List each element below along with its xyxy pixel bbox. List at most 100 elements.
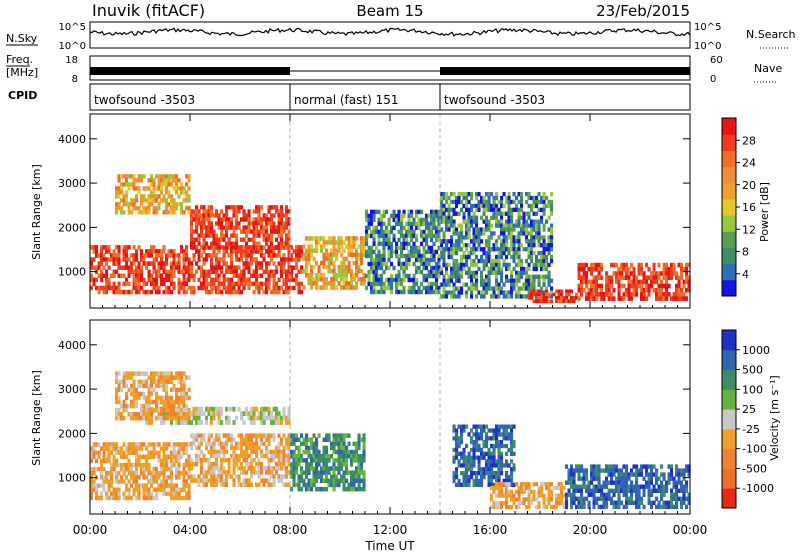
- scatter-cell: [150, 281, 154, 287]
- scatter-cell: [200, 205, 204, 210]
- scatter-cell: [442, 254, 446, 260]
- scatter-cell: [210, 209, 214, 214]
- scatter-cell: [175, 174, 179, 179]
- scatter-cell: [525, 199, 529, 205]
- scatter-cell: [220, 482, 224, 487]
- scatter-cell: [150, 202, 154, 207]
- scatter-cell: [302, 458, 306, 463]
- scatter-cell: [150, 406, 154, 412]
- scatter-cell: [632, 292, 636, 297]
- scatter-cell: [455, 471, 459, 476]
- scatter-cell: [350, 458, 354, 463]
- scatter-cell: [107, 285, 111, 291]
- scatter-cell: [262, 453, 266, 459]
- scatter-cell: [232, 205, 236, 210]
- scatter-cell: [640, 287, 644, 293]
- scatter-cell: [215, 285, 219, 291]
- scatter-cell: [610, 488, 614, 493]
- scatter-cell: [657, 504, 661, 510]
- scatter-cell: [532, 219, 536, 224]
- scatter-cell: [92, 446, 96, 451]
- scatter-cell: [565, 496, 569, 501]
- scatter-cell: [620, 476, 624, 481]
- scatter-cell: [592, 476, 596, 481]
- scatter-cell: [350, 252, 354, 258]
- scatter-cell: [515, 195, 519, 201]
- scatter-cell: [152, 178, 156, 183]
- scatter-cell: [227, 415, 231, 421]
- scatter-cell: [427, 245, 431, 251]
- scatter-cell: [605, 464, 609, 469]
- scatter-cell: [160, 186, 164, 191]
- scatter-cell: [497, 199, 501, 205]
- scatter-cell: [327, 470, 331, 475]
- scatter-cell: [347, 486, 351, 492]
- scatter-cell: [492, 270, 496, 275]
- scatter-cell: [190, 213, 194, 218]
- scatter-cell: [172, 281, 176, 287]
- scatter-cell: [255, 406, 259, 412]
- scatter-cell: [205, 281, 209, 287]
- scatter-cell: [512, 451, 516, 456]
- scatter-cell: [122, 210, 126, 215]
- scatter-cell: [120, 462, 124, 468]
- scatter-cell: [102, 245, 106, 250]
- scatter-cell: [180, 186, 184, 191]
- scatter-cell: [167, 253, 171, 258]
- scatter-cell: [530, 258, 534, 264]
- scatter-cell: [187, 186, 191, 191]
- scatter-cell: [472, 459, 476, 464]
- scatter-cell: [340, 458, 344, 463]
- scatter-cell: [615, 488, 619, 493]
- scatter-cell: [265, 433, 269, 438]
- scatter-cell: [590, 279, 594, 285]
- scatter-cell: [487, 471, 491, 476]
- scatter-cell: [245, 233, 249, 238]
- freq-block: [440, 67, 690, 75]
- scatter-cell: [462, 243, 466, 248]
- scatter-cell: [510, 467, 514, 472]
- scatter-cell: [325, 277, 329, 282]
- scatter-cell: [597, 262, 601, 268]
- scatter-cell: [287, 221, 291, 226]
- scatter-cell: [435, 285, 439, 291]
- scatter-cell: [500, 239, 504, 244]
- scatter-cell: [502, 223, 506, 228]
- scatter-cell: [572, 488, 576, 493]
- scatter-cell: [262, 466, 266, 471]
- scatter-cell: [345, 454, 349, 459]
- scatter-cell: [232, 249, 236, 254]
- scatter-cell: [652, 488, 656, 493]
- scatter-cell: [662, 275, 666, 280]
- scatter-cell: [232, 229, 236, 234]
- scatter-cell: [270, 474, 274, 479]
- scatter-cell: [147, 269, 151, 274]
- scatter-cell: [612, 271, 616, 276]
- scatter-cell: [230, 233, 234, 238]
- scatter-cell: [532, 282, 536, 287]
- scatter-cell: [420, 209, 424, 215]
- scatter-cell: [527, 501, 531, 506]
- scatter-cell: [145, 261, 149, 266]
- scatter-cell: [192, 289, 196, 295]
- scatter-cell: [462, 195, 466, 201]
- scatter-cell: [355, 486, 359, 492]
- scatter-cell: [357, 277, 361, 282]
- scatter-cell: [115, 194, 119, 199]
- scatter-cell: [155, 253, 159, 258]
- scatter-cell: [630, 488, 634, 493]
- scatter-cell: [100, 245, 104, 250]
- scatter-cell: [577, 287, 581, 293]
- scatter-cell: [655, 468, 659, 473]
- scatter-cell: [177, 458, 181, 464]
- scatter-cell: [352, 277, 356, 282]
- scatter-cell: [507, 424, 511, 429]
- scatter-cell: [275, 285, 279, 291]
- scatter-cell: [567, 488, 571, 493]
- scatter-cell: [545, 497, 549, 502]
- scatter-cell: [542, 292, 546, 297]
- scatter-cell: [510, 274, 514, 279]
- scatter-cell: [505, 504, 509, 510]
- scatter-cell: [240, 257, 244, 262]
- scatter-cell: [392, 249, 396, 255]
